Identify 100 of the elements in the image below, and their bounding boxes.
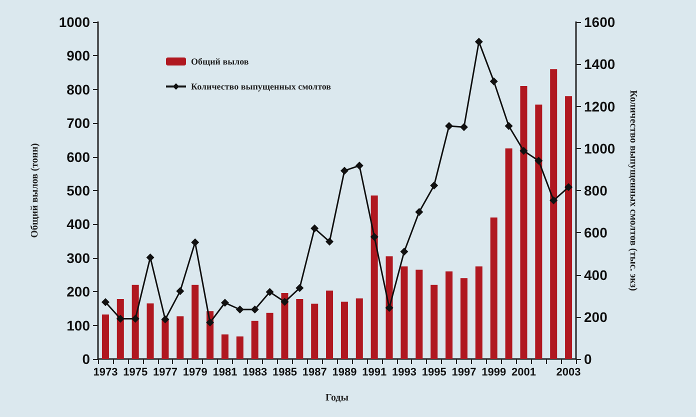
point: [430, 181, 438, 190]
y-tick-label: 200: [66, 284, 90, 300]
bar: [535, 104, 542, 359]
point: [340, 166, 348, 175]
point: [206, 318, 214, 327]
bar: [446, 271, 453, 359]
bar: [296, 299, 304, 359]
y-tick-label: 500: [66, 182, 90, 198]
bar: [176, 316, 184, 359]
y2-tick-label: 1400: [584, 56, 616, 72]
bar: [221, 334, 228, 359]
x-tick-label: 1981: [212, 366, 238, 378]
x-tick-label: 1973: [93, 366, 118, 378]
point: [474, 38, 483, 46]
y2-tick-label: 0: [584, 351, 592, 367]
point: [161, 315, 170, 324]
x-tick-label: 1979: [182, 366, 208, 378]
y2-tick-label: 600: [584, 224, 608, 241]
y-tick-label: 1000: [58, 14, 90, 30]
x-tick-label: 1985: [272, 366, 297, 378]
point: [564, 183, 573, 192]
point: [236, 306, 244, 314]
y2-tick-label: 1200: [584, 98, 616, 114]
bar: [416, 270, 423, 359]
bar: [475, 266, 482, 359]
point: [220, 298, 229, 307]
bar: [192, 284, 199, 359]
point: [504, 122, 513, 130]
point: [101, 298, 110, 306]
y-axis-title: Общий вылов (тонн): [30, 143, 40, 238]
x-tick-label: 2003: [556, 366, 581, 378]
point: [550, 196, 558, 204]
x-tick-label: 1983: [242, 366, 268, 378]
y-tick-label: 900: [66, 48, 90, 64]
bar: [430, 284, 438, 359]
point: [116, 314, 124, 323]
legend-label: Общий вылов: [191, 56, 249, 66]
y2-tick-label: 200: [584, 308, 608, 325]
y-tick-label: 400: [66, 216, 90, 232]
bar: [326, 290, 334, 359]
bar: [251, 320, 258, 359]
point: [191, 238, 200, 246]
x-tick-label: 1989: [332, 366, 357, 378]
bar: [340, 302, 348, 359]
bar: [386, 256, 393, 359]
bar: [311, 304, 318, 359]
bar: [550, 69, 558, 359]
y2-tick-label: 1000: [584, 140, 616, 156]
y2-tick-label: 400: [584, 266, 608, 283]
point: [534, 156, 543, 165]
bar: [565, 96, 572, 359]
x-axis-title: Годы: [325, 392, 349, 404]
point: [266, 288, 274, 296]
y-tick-label: 600: [66, 148, 90, 165]
point: [370, 232, 378, 241]
x-tick-label: 1975: [123, 366, 148, 378]
y-tick-label: 0: [82, 351, 90, 367]
bar: [146, 303, 154, 359]
point: [146, 253, 154, 262]
point: [490, 77, 498, 86]
y-tick-label: 700: [66, 115, 90, 132]
y2-tick-label: 1600: [584, 14, 616, 30]
point: [445, 122, 454, 130]
y2-tick-label: 800: [584, 182, 608, 198]
point: [326, 238, 334, 246]
x-tick-label: 1997: [452, 366, 476, 378]
bar: [132, 284, 139, 359]
bar: [400, 266, 408, 359]
bar: [490, 217, 498, 359]
point: [355, 162, 364, 170]
y2-axis-title: Количество выпущенных смолтов (тыс. экз): [628, 90, 638, 291]
y-tick-label: 300: [66, 250, 90, 266]
point: [415, 208, 424, 216]
bar: [281, 292, 288, 359]
point: [520, 146, 528, 155]
point: [385, 304, 394, 312]
bar: [266, 312, 274, 359]
x-tick-label: 1995: [422, 366, 446, 378]
x-tick-label: 1991: [362, 366, 387, 378]
point: [280, 298, 289, 306]
y-tick-label: 800: [66, 81, 90, 98]
y-tick-label: 100: [66, 317, 90, 334]
x-tick-label: 1999: [482, 366, 506, 378]
x-tick-label: 2001: [511, 366, 536, 378]
point: [250, 306, 259, 314]
x-tick-label: 1987: [302, 366, 327, 378]
point: [460, 123, 468, 132]
x-tick-label: 1993: [392, 366, 416, 378]
bar: [505, 148, 512, 359]
bar: [520, 86, 528, 359]
point: [131, 314, 140, 323]
bar: [236, 336, 244, 359]
x-tick-label: 1977: [152, 366, 178, 378]
point: [310, 224, 319, 232]
point: [176, 287, 184, 296]
bar: [356, 298, 363, 359]
bar: [370, 196, 378, 359]
bar: [116, 299, 124, 359]
point: [400, 248, 408, 256]
legend-label: Количество выпущенных смолтов: [191, 82, 332, 92]
